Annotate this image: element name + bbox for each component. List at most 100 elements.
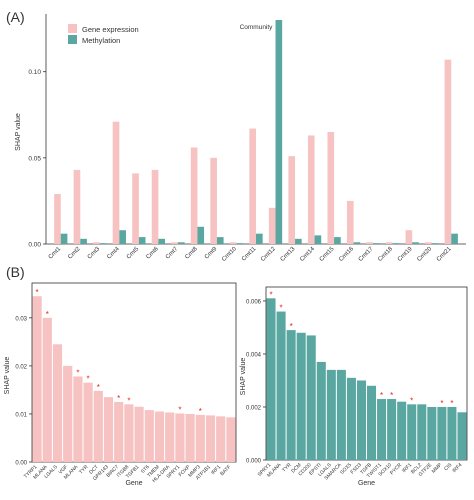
bar (205, 415, 216, 462)
bar-gene-expression (268, 207, 276, 244)
bar (165, 412, 175, 462)
significance-star: * (87, 375, 90, 384)
significance-star: * (450, 399, 453, 408)
x-tick-label: Cmt2 (67, 246, 82, 261)
significance-star: * (390, 391, 393, 400)
x-tick-label: VGF (58, 464, 70, 476)
x-tick-label: Cmt4 (106, 246, 121, 261)
x-tick-label: Cmt13 (280, 246, 297, 263)
bar-methylation (197, 226, 205, 244)
y-tick-label: 0.000 (246, 459, 262, 465)
significance-star: * (440, 399, 443, 408)
x-tick-label: IRF4 (451, 462, 463, 474)
x-tick-label: CIS (443, 462, 454, 473)
bar (397, 401, 407, 460)
significance-star: * (76, 368, 79, 377)
significance-star: * (410, 396, 413, 405)
bar-gene-expression (132, 173, 139, 244)
bar (175, 413, 185, 462)
y-tick-label: 0.00 (28, 242, 41, 249)
panel-a-label: (A) (6, 9, 25, 25)
x-tick-label: Cmt8 (184, 246, 199, 261)
bar-methylation (412, 242, 419, 244)
bar-gene-expression (366, 242, 374, 244)
bar-gene-expression (288, 156, 296, 244)
bar (195, 414, 205, 462)
y-axis-label: SHAP value (240, 358, 247, 396)
bar (346, 377, 356, 460)
bar (286, 330, 296, 460)
significance-star: * (127, 396, 130, 405)
bar (457, 412, 467, 460)
x-tick-label: Cmt5 (126, 246, 141, 261)
legend-label-gene-expression: Gene expression (82, 25, 139, 34)
bar (73, 376, 83, 462)
x-tick-label: Cmt10 (221, 246, 238, 263)
bar-methylation (119, 230, 126, 244)
bar (306, 335, 316, 460)
y-tick-label: 0.03 (15, 316, 27, 322)
bar-methylation (177, 242, 185, 244)
significance-star: * (97, 383, 100, 392)
plot-frame (265, 286, 468, 461)
bar-gene-expression (249, 128, 256, 244)
x-tick-label: Cmt17 (358, 246, 375, 263)
x-tick-label: BATF (219, 464, 232, 477)
x-axis-label: Community (240, 24, 274, 31)
bar-methylation (314, 235, 322, 244)
bar (266, 298, 276, 460)
bar (154, 411, 165, 462)
bar-gene-expression (229, 242, 237, 244)
bar-methylation (373, 243, 380, 244)
y-tick-label: 0.05 (28, 155, 41, 162)
x-axis-label: Gene (358, 480, 375, 487)
bar-methylation (334, 237, 341, 244)
bar (226, 417, 236, 462)
x-tick-label: Cmt9 (204, 246, 219, 261)
x-tick-label: Cmt15 (319, 246, 336, 263)
bar (427, 406, 437, 460)
x-tick-label: Cmt18 (377, 246, 394, 263)
x-tick-label: MMP (431, 462, 444, 475)
bar-methylation (80, 238, 87, 244)
x-axis-label: Gene (125, 480, 142, 487)
panel-b-label: (B) (6, 264, 25, 280)
bar-gene-expression (73, 169, 81, 244)
bar-methylation (275, 20, 283, 244)
y-tick-label: 0.002 (246, 405, 262, 411)
x-tick-label: Cmt21 (436, 246, 453, 263)
bar (134, 406, 144, 462)
bar (356, 380, 366, 460)
x-tick-label: Cmt20 (416, 246, 433, 263)
y-tick-label: 0.01 (15, 412, 27, 418)
chart-community-shap: 0.00 0.05 0.10 SHAP value Cmt1 Cmt2 Cmt3 Cmt4 Cm… (15, 14, 466, 263)
bar-gene-expression (54, 194, 61, 244)
bar-methylation (295, 238, 302, 244)
bar (114, 401, 124, 462)
bar-gene-expression (425, 242, 432, 244)
significance-star: * (178, 405, 181, 414)
legend-swatch-gene-expression (68, 24, 77, 33)
bar (276, 311, 286, 460)
x-tick-label: ST6 (140, 464, 151, 475)
bar (185, 413, 195, 462)
bar (124, 404, 134, 462)
bar (52, 344, 63, 462)
y-tick-label: 0.00 (15, 461, 27, 467)
bar-methylation (236, 243, 244, 244)
bar (42, 317, 52, 462)
significance-star: * (199, 407, 202, 416)
significance-star: * (280, 304, 283, 313)
plot-frame (31, 282, 237, 463)
y-tick-label: 0.004 (246, 352, 262, 358)
x-tick-label: Cmt16 (338, 246, 355, 263)
x-tick-label: Cmt6 (145, 246, 160, 261)
significance-star: * (269, 290, 272, 299)
bar-methylation (392, 243, 400, 244)
bar (32, 296, 42, 462)
bar-gene-expression (346, 200, 354, 244)
bar-gene-expression (210, 157, 217, 244)
bar-gene-expression (386, 242, 393, 244)
